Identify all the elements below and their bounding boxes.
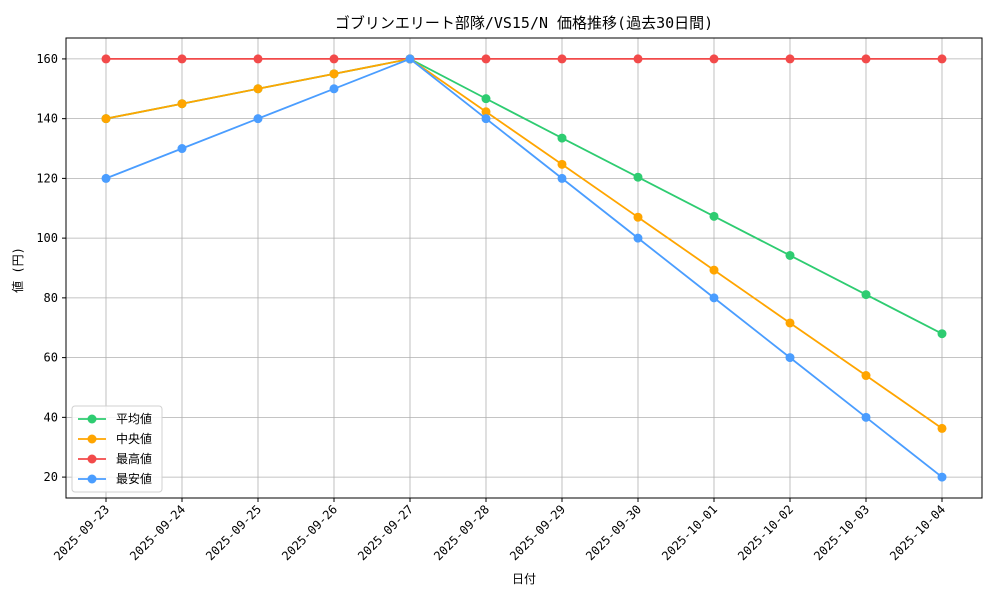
- data-point: [557, 173, 567, 183]
- series-3: [101, 54, 947, 482]
- y-tick-label: 40: [44, 410, 58, 424]
- data-point: [557, 133, 567, 143]
- data-point: [329, 54, 339, 64]
- y-tick-label: 140: [36, 112, 58, 126]
- series-group: [101, 54, 947, 482]
- legend-marker: [87, 474, 97, 484]
- data-point: [861, 412, 871, 422]
- data-point: [633, 233, 643, 243]
- data-point: [937, 54, 947, 64]
- data-point: [633, 212, 643, 222]
- data-point: [861, 290, 871, 300]
- legend-label: 最高値: [116, 451, 152, 466]
- y-axis-label: 値 (円): [10, 247, 25, 293]
- data-point: [709, 265, 719, 275]
- y-tick-label: 20: [44, 470, 58, 484]
- data-point: [937, 472, 947, 482]
- data-point: [177, 144, 187, 154]
- data-point: [861, 371, 871, 381]
- data-point: [861, 54, 871, 64]
- data-point: [633, 54, 643, 64]
- data-point: [329, 84, 339, 94]
- legend-label: 中央値: [116, 431, 152, 446]
- data-point: [937, 423, 947, 433]
- y-tick-label: 80: [44, 291, 58, 305]
- data-point: [177, 54, 187, 64]
- data-point: [177, 99, 187, 109]
- y-tick-label: 160: [36, 52, 58, 66]
- axes-frame: [65, 37, 983, 499]
- series-line: [105, 57, 943, 430]
- data-point: [481, 114, 491, 124]
- data-point: [709, 293, 719, 303]
- x-axis-label: 日付: [512, 572, 536, 586]
- data-point: [557, 159, 567, 169]
- data-point: [101, 54, 111, 64]
- legend-box: [71, 405, 163, 493]
- data-point: [253, 114, 263, 124]
- data-point: [557, 54, 567, 64]
- data-point: [785, 250, 795, 260]
- y-axis-ticks: 20 40 60 80 100 120 140 160: [36, 52, 66, 484]
- data-point: [633, 172, 643, 182]
- data-point: [101, 173, 111, 183]
- chart-title: ゴブリンエリート部隊/VS15/N 価格推移(過去30日間): [335, 14, 713, 32]
- data-point: [785, 318, 795, 328]
- data-point: [101, 114, 111, 124]
- legend-marker: [87, 454, 97, 464]
- data-point: [329, 69, 339, 79]
- data-point: [709, 54, 719, 64]
- legend-label: 平均値: [116, 411, 152, 426]
- data-point: [253, 84, 263, 94]
- data-point: [785, 353, 795, 363]
- data-point: [481, 54, 491, 64]
- legend-marker: [87, 414, 97, 424]
- series-line: [105, 57, 943, 478]
- data-point: [785, 54, 795, 64]
- y-tick-label: 100: [36, 231, 58, 245]
- data-point: [481, 94, 491, 104]
- data-point: [253, 54, 263, 64]
- data-point: [937, 329, 947, 339]
- data-point: [405, 54, 415, 64]
- data-point: [481, 107, 491, 117]
- y-tick-label: 60: [44, 351, 58, 365]
- legend-label: 最安値: [116, 471, 152, 486]
- y-tick-label: 120: [36, 171, 58, 185]
- legend-marker: [87, 434, 97, 444]
- data-point: [709, 211, 719, 221]
